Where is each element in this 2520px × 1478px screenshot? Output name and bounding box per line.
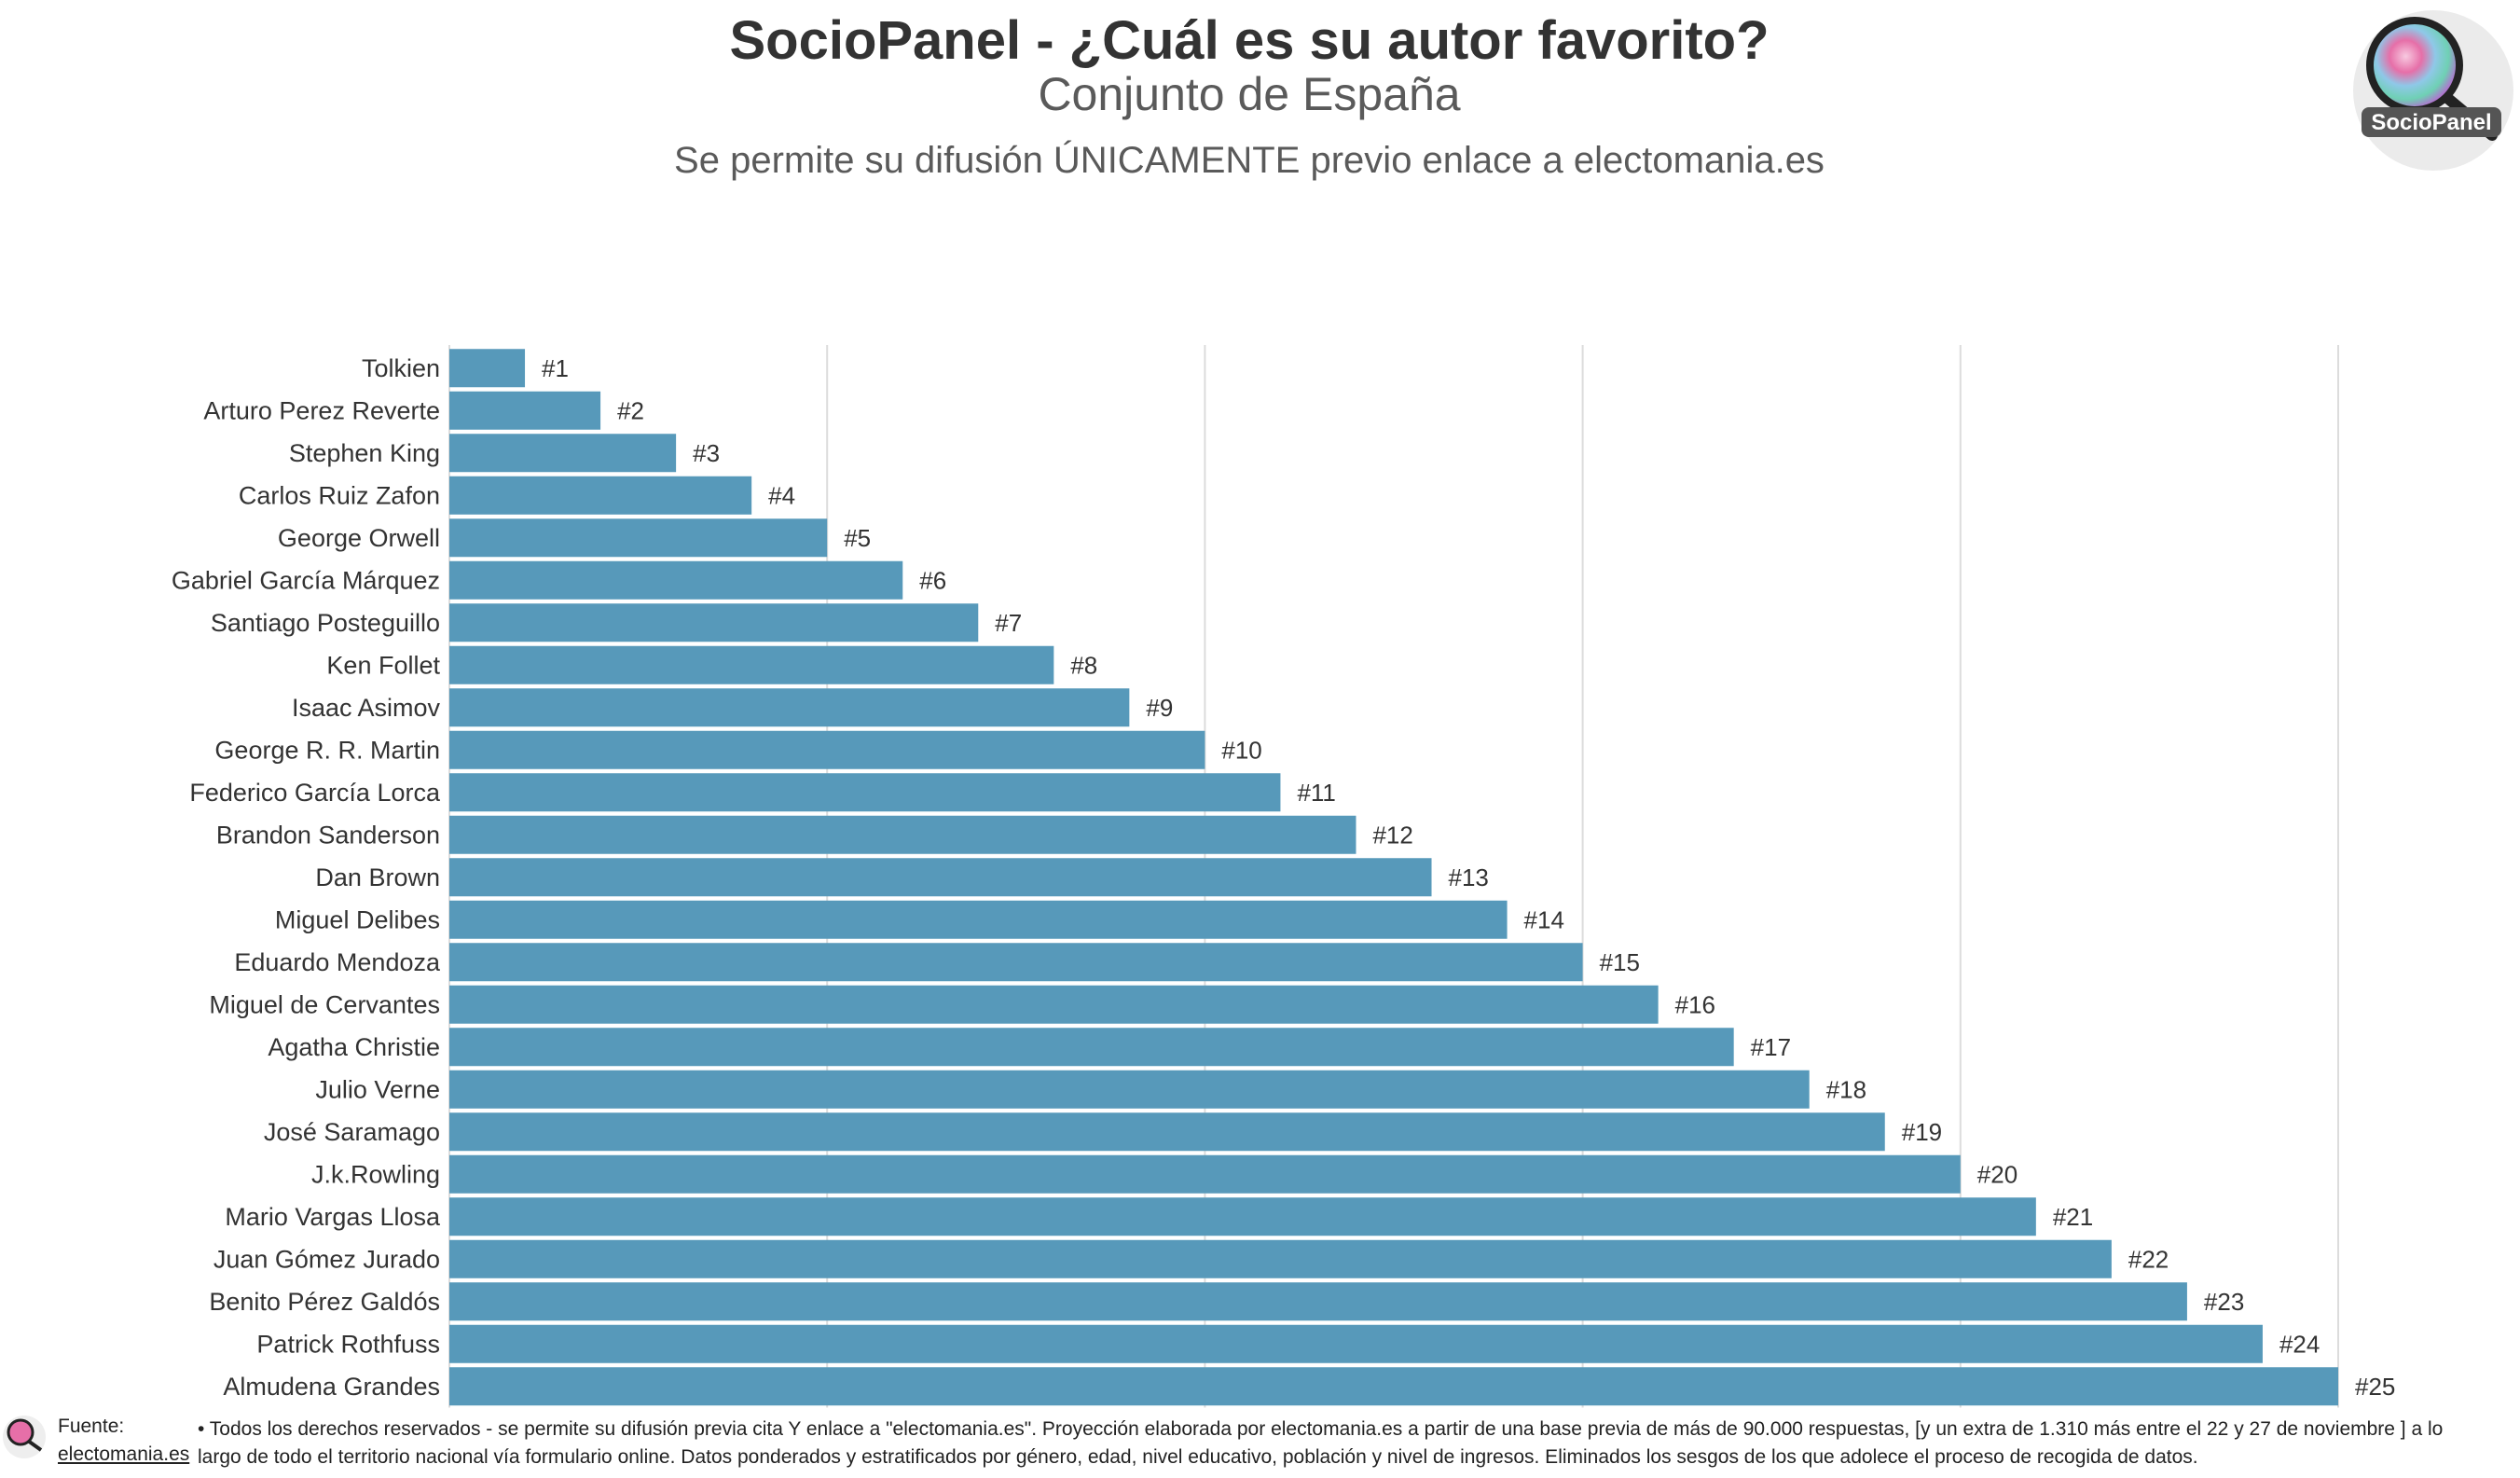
category-label: Federico García Lorca bbox=[189, 779, 441, 807]
bar bbox=[449, 1154, 1961, 1194]
category-label: J.k.Rowling bbox=[311, 1160, 440, 1188]
category-label: Dan Brown bbox=[315, 863, 440, 891]
bar bbox=[449, 391, 601, 430]
bar bbox=[449, 858, 1432, 897]
category-label: Miguel de Cervantes bbox=[209, 990, 440, 1018]
category-label: Ken Follet bbox=[326, 651, 440, 679]
bar bbox=[449, 1239, 2112, 1278]
category-label: Julio Verne bbox=[315, 1075, 440, 1103]
category-label: George Orwell bbox=[278, 524, 440, 552]
value-label: #20 bbox=[1977, 1160, 2017, 1188]
value-label: #16 bbox=[1675, 990, 1715, 1018]
bar bbox=[449, 1282, 2187, 1321]
bar bbox=[449, 1028, 1734, 1067]
value-label: #14 bbox=[1524, 905, 1564, 933]
value-label: #21 bbox=[2053, 1203, 2093, 1231]
category-label: Patrick Rothfuss bbox=[256, 1330, 440, 1358]
source-link[interactable]: electomania.es bbox=[58, 1443, 190, 1465]
bar bbox=[449, 773, 1281, 812]
footer: Fuente: electomania.es • Todos los derec… bbox=[0, 1413, 2520, 1478]
value-label: #1 bbox=[542, 354, 569, 382]
value-label: #11 bbox=[1297, 779, 1335, 807]
value-label: #8 bbox=[1070, 651, 1097, 679]
value-label: #23 bbox=[2204, 1288, 2244, 1316]
category-label: Stephen King bbox=[289, 439, 440, 467]
value-label: #12 bbox=[1372, 821, 1412, 849]
bar bbox=[449, 1070, 1810, 1109]
category-label: Benito Pérez Galdós bbox=[209, 1288, 440, 1316]
source-label: Fuente: bbox=[58, 1416, 125, 1437]
bar bbox=[449, 434, 677, 473]
category-label: Carlos Ruiz Zafon bbox=[239, 481, 440, 509]
bar bbox=[449, 603, 979, 642]
value-label: #17 bbox=[1751, 1033, 1791, 1061]
category-labels: Tolkien Arturo Perez Reverte Stephen King C… bbox=[172, 354, 441, 1401]
category-label: Juan Gómez Jurado bbox=[213, 1245, 440, 1273]
sociopanel-logo: SocioPanel bbox=[2353, 10, 2513, 171]
category-label: Arturo Perez Reverte bbox=[203, 396, 440, 424]
value-label: #7 bbox=[995, 609, 1022, 637]
bar bbox=[449, 476, 752, 515]
footer-line-1: • Todos los derechos reservados - se per… bbox=[198, 1418, 2444, 1440]
value-label: #24 bbox=[2279, 1330, 2320, 1358]
bar-chart: Tolkien Arturo Perez Reverte Stephen King C… bbox=[172, 345, 2395, 1408]
value-label: #3 bbox=[693, 439, 720, 467]
bar bbox=[449, 900, 1508, 939]
category-label: Tolkien bbox=[362, 354, 440, 382]
value-label: #4 bbox=[768, 481, 795, 509]
category-label: Eduardo Mendoza bbox=[234, 948, 441, 976]
footer-disclaimer: • Todos los derechos reservados - se per… bbox=[198, 1416, 2491, 1471]
bar bbox=[449, 1324, 2263, 1363]
footer-line-2: largo de todo el territorio nacional vía… bbox=[198, 1446, 2198, 1468]
category-label: Isaac Asimov bbox=[292, 694, 441, 722]
value-labels: #1 #2 #3 #4 #5 #6 #7 #8 #9 #10 #11 #12 #13 #14 #15 #16 #… bbox=[542, 354, 2395, 1401]
bar bbox=[449, 560, 903, 600]
category-label: Miguel Delibes bbox=[275, 905, 440, 933]
value-label: #10 bbox=[1221, 736, 1261, 764]
value-label: #6 bbox=[919, 566, 946, 594]
bar bbox=[449, 730, 1205, 769]
category-label: Agatha Christie bbox=[268, 1033, 440, 1061]
value-label: #25 bbox=[2355, 1373, 2395, 1401]
bar bbox=[449, 943, 1583, 982]
value-label: #15 bbox=[1600, 948, 1640, 976]
value-label: #5 bbox=[844, 524, 871, 552]
logo-text: SocioPanel bbox=[2371, 110, 2491, 135]
bar bbox=[449, 1197, 2036, 1236]
value-label: #9 bbox=[1146, 694, 1173, 722]
bar bbox=[449, 1112, 1885, 1152]
value-label: #22 bbox=[2128, 1245, 2169, 1273]
bar bbox=[449, 688, 1130, 727]
bar bbox=[449, 645, 1054, 684]
bars bbox=[449, 349, 2338, 1406]
value-label: #19 bbox=[1902, 1118, 1942, 1146]
category-label: Almudena Grandes bbox=[223, 1373, 440, 1401]
bar bbox=[449, 985, 1659, 1024]
sociopanel-small-icon bbox=[3, 1416, 46, 1458]
category-label: Gabriel García Márquez bbox=[172, 566, 440, 594]
chart-subtitle: Conjunto de España bbox=[1038, 68, 1461, 120]
value-label: #18 bbox=[1826, 1075, 1866, 1103]
value-label: #2 bbox=[617, 396, 644, 424]
value-label: #13 bbox=[1449, 863, 1489, 891]
bar bbox=[449, 349, 526, 388]
bar bbox=[449, 1367, 2338, 1406]
distribution-notice: Se permite su difusión ÚNICAMENTE previo… bbox=[674, 140, 1825, 181]
bar bbox=[449, 815, 1356, 854]
category-label: Mario Vargas Llosa bbox=[225, 1203, 441, 1231]
category-label: Santiago Posteguillo bbox=[211, 609, 440, 637]
category-label: George R. R. Martin bbox=[214, 736, 440, 764]
category-label: José Saramago bbox=[264, 1118, 440, 1146]
bar bbox=[449, 518, 828, 558]
category-label: Brandon Sanderson bbox=[216, 821, 440, 849]
chart-title: SocioPanel - ¿Cuál es su autor favorito? bbox=[729, 10, 1770, 71]
